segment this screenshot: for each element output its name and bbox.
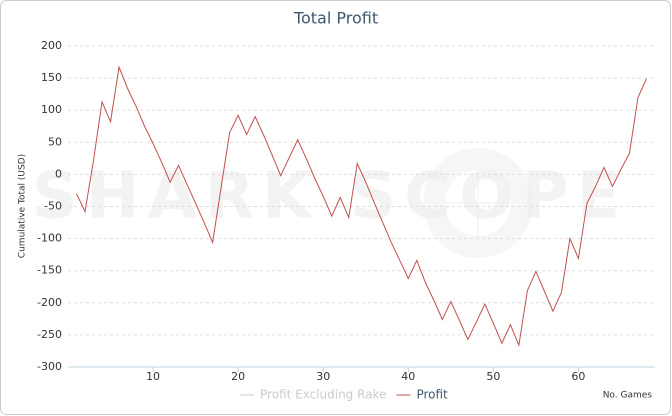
y-tick-label: 50 <box>48 135 62 148</box>
profit-line <box>76 65 647 348</box>
x-axis-label: No. Games <box>603 391 653 401</box>
y-tick-label: 200 <box>41 39 62 52</box>
x-tick-label: 60 <box>571 370 585 383</box>
x-tick-label: 40 <box>401 370 415 383</box>
y-tick-label: -200 <box>37 296 62 309</box>
x-tick-label: 10 <box>146 370 160 383</box>
x-tick-label: 30 <box>316 370 330 383</box>
watermark: SHARK SCOPE <box>32 160 628 234</box>
legend-label: Profit Excluding Rake <box>260 388 386 402</box>
legend-label: Profit <box>416 388 448 402</box>
x-tick-label: 20 <box>231 370 245 383</box>
y-tick-label: 100 <box>41 103 62 116</box>
x-tick-label: 50 <box>486 370 500 383</box>
y-tick-label: -100 <box>37 232 62 245</box>
y-tick-label: 150 <box>41 71 62 84</box>
y-tick-label: 0 <box>55 167 62 180</box>
y-tick-label: -300 <box>37 360 62 373</box>
y-axis-label: Cumulative Total (USD) <box>18 154 28 258</box>
y-tick-label: -250 <box>37 328 62 341</box>
y-tick-label: -50 <box>44 200 62 213</box>
chart-title: Total Profit <box>293 9 378 28</box>
y-tick-label: -150 <box>37 264 62 277</box>
